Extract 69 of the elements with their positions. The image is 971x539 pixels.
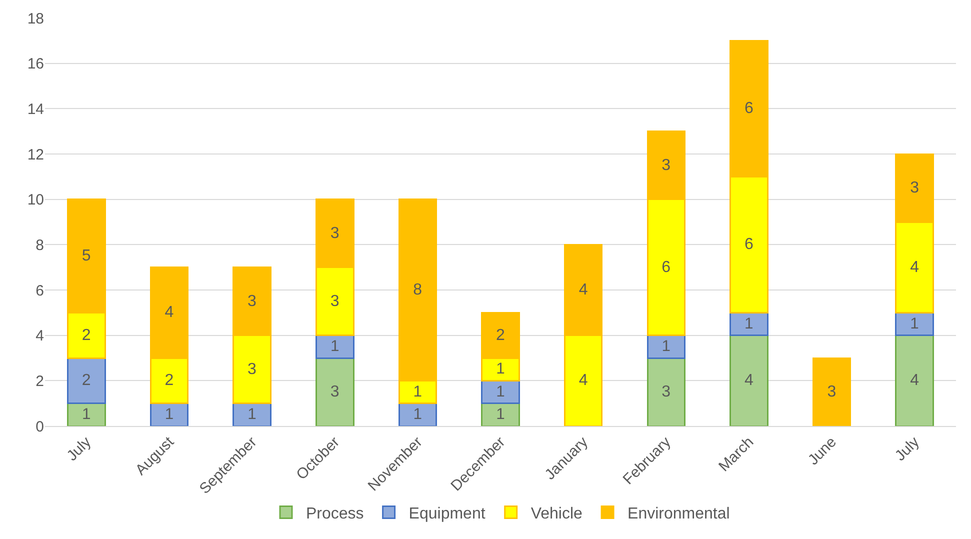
y-tick-label: 8: [36, 236, 44, 254]
x-tick-label: July: [892, 433, 924, 465]
data-label: 3: [910, 180, 920, 196]
data-label: 6: [662, 258, 671, 276]
data-label: 4: [164, 304, 174, 322]
bar: [895, 334, 934, 426]
y-tick-label: 16: [27, 56, 44, 73]
bar: [646, 357, 686, 426]
data-label: 1: [413, 383, 422, 400]
data-label: 3: [248, 360, 257, 378]
data-label: 4: [578, 282, 588, 298]
legend-label: Process: [306, 506, 364, 522]
data-label: 4: [910, 372, 920, 390]
data-label: 1: [496, 406, 505, 424]
data-label: 1: [82, 406, 91, 424]
data-label: 3: [662, 384, 671, 400]
data-label: 4: [744, 372, 754, 390]
y-tick-label: 14: [27, 100, 44, 118]
bar: [315, 334, 354, 359]
data-label: 1: [496, 360, 505, 378]
data-label: 6: [744, 100, 754, 118]
bar: [895, 312, 934, 336]
x-tick-label: June: [804, 434, 840, 469]
legend-label: Vehicle: [530, 506, 583, 522]
data-label: 2: [82, 326, 91, 344]
data-label: 1: [496, 383, 505, 400]
data-label: 3: [330, 384, 340, 400]
data-label: 3: [662, 156, 671, 174]
data-label: 3: [827, 384, 836, 400]
y-tick-label: 10: [27, 192, 44, 209]
data-label: 1: [662, 338, 670, 356]
bar: [398, 402, 438, 426]
data-label: 3: [248, 292, 257, 310]
legend-label: Equipment: [408, 506, 486, 522]
y-tick-label: 2: [36, 372, 44, 390]
data-label: 2: [164, 372, 174, 390]
data-label: 1: [744, 315, 754, 332]
y-tick-label: 12: [27, 146, 44, 164]
y-tick-label: 6: [36, 282, 44, 300]
bar: [232, 402, 272, 426]
bar: [812, 357, 852, 426]
data-label: 3: [330, 224, 340, 242]
data-label: 1: [248, 406, 256, 424]
y-tick-label: 0: [36, 418, 44, 436]
bar: [150, 402, 189, 426]
legend-label: Environmental: [628, 506, 730, 522]
bar: [646, 334, 686, 359]
bar: [67, 402, 106, 426]
data-label: 1: [910, 315, 919, 332]
data-label: 3: [330, 292, 340, 310]
x-tick-label: July: [64, 433, 95, 465]
bar: [67, 357, 106, 404]
y-tick-label: 4: [36, 328, 44, 345]
bar: [730, 312, 768, 336]
bar: [315, 357, 354, 426]
data-label: 1: [164, 406, 174, 424]
bar: [481, 402, 520, 426]
data-label: 1: [330, 338, 340, 356]
bar: [730, 334, 768, 426]
data-label: 4: [910, 258, 920, 276]
data-label: 6: [744, 236, 754, 254]
data-label: 2: [496, 326, 505, 344]
data-label: 2: [82, 372, 91, 390]
data-label: 8: [413, 282, 422, 298]
y-tick-label: 18: [27, 10, 44, 28]
bar: [481, 380, 520, 404]
data-label: 5: [82, 248, 91, 264]
data-label: 1: [413, 406, 422, 424]
data-label: 4: [578, 372, 588, 390]
